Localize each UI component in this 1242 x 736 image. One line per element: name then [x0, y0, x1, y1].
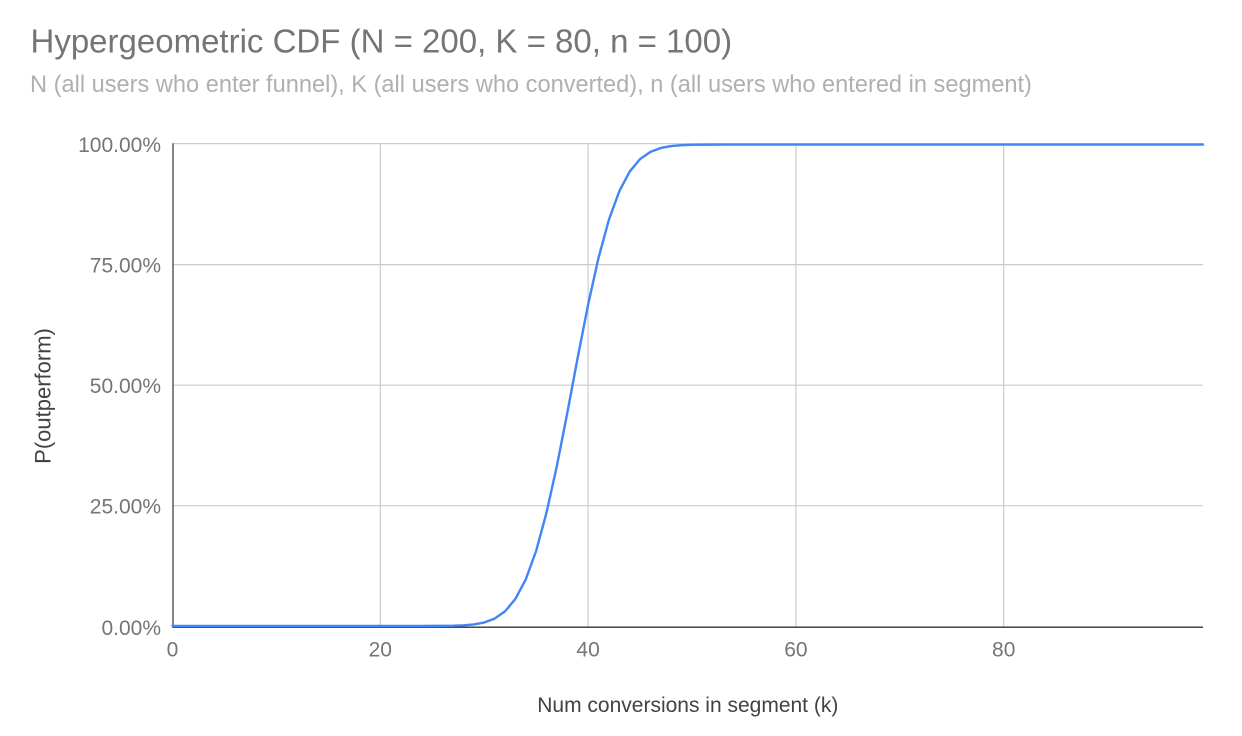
svg-text:20: 20: [369, 639, 392, 662]
svg-text:Num conversions in segment (k): Num conversions in segment (k): [537, 694, 838, 717]
svg-text:P(outperform): P(outperform): [30, 328, 55, 464]
svg-text:100.00%: 100.00%: [78, 134, 161, 157]
svg-text:50.00%: 50.00%: [90, 375, 161, 398]
svg-text:40: 40: [576, 639, 599, 662]
svg-text:80: 80: [992, 639, 1015, 662]
svg-text:Hypergeometric CDF (N = 200, K: Hypergeometric CDF (N = 200, K = 80, n =…: [31, 23, 733, 60]
svg-text:N (all users who enter funnel): N (all users who enter funnel), K (all u…: [30, 72, 1032, 98]
svg-text:60: 60: [784, 639, 807, 662]
svg-text:25.00%: 25.00%: [90, 496, 161, 519]
svg-text:75.00%: 75.00%: [90, 254, 161, 277]
svg-text:0.00%: 0.00%: [101, 617, 161, 640]
svg-text:0: 0: [167, 639, 179, 662]
